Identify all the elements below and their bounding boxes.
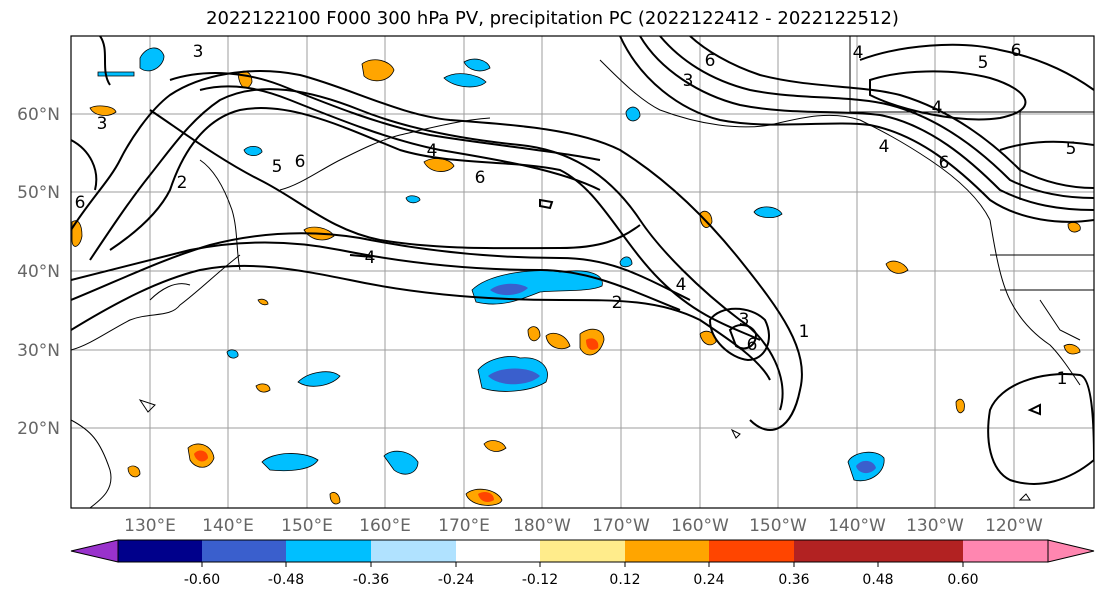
colorbar-tick-label: -0.12	[522, 572, 558, 588]
contour-label: 1	[799, 322, 810, 342]
colorbar-segment	[286, 540, 371, 562]
contour-label: 3	[683, 71, 694, 91]
colorbar-ticks	[201, 562, 964, 567]
lat-label: 20°N	[17, 419, 60, 439]
contour-label: 4	[879, 137, 890, 157]
contour-label: 6	[747, 335, 758, 355]
colorbar-segment	[202, 540, 286, 562]
lon-label: 150°E	[281, 516, 333, 536]
lon-label: 170°W	[592, 516, 650, 536]
colorbar: -0.60 -0.48 -0.36 -0.24 -0.12 0.12 0.24 …	[70, 539, 1095, 588]
colorbar-segment	[878, 540, 963, 562]
lon-label: 150°W	[749, 516, 807, 536]
colorbar-tick-label: -0.48	[268, 572, 304, 588]
contour-label: 3	[739, 310, 750, 330]
colorbar-segment	[963, 540, 1048, 562]
lat-label: 60°N	[17, 105, 60, 125]
contour-labels: 3 3 5 6 2 6 4 6 4 2 4 3 6 1 3 6 4 5 4 6 …	[75, 41, 1077, 389]
colorbar-tick-label: -0.36	[353, 572, 389, 588]
contour-label: 6	[295, 152, 306, 172]
contour-label: 3	[193, 42, 204, 62]
contour-label: 4	[365, 248, 376, 268]
colorbar-tick-label: -0.60	[184, 572, 220, 588]
contour-label: 5	[1066, 139, 1077, 159]
map-frame	[70, 35, 1095, 509]
lat-label: 30°N	[17, 341, 60, 361]
contour-label: 3	[97, 114, 108, 134]
contour-label: 6	[475, 168, 486, 188]
colorbar-segment	[456, 540, 540, 562]
contour-label: 6	[939, 153, 950, 173]
colorbar-segment	[371, 540, 456, 562]
latitude-labels: 60°N 50°N 40°N 30°N 20°N	[17, 105, 60, 439]
contour-label: 4	[427, 141, 438, 161]
colorbar-segment	[118, 540, 202, 562]
contour-label: 4	[676, 275, 687, 295]
lon-label: 140°E	[202, 516, 254, 536]
precipitation-shading	[71, 47, 1081, 506]
lat-label: 40°N	[17, 262, 60, 282]
gridlines	[71, 36, 1094, 508]
colorbar-extend-left	[70, 539, 119, 563]
contour-label: 5	[272, 157, 283, 177]
contour-label: 6	[705, 51, 716, 71]
lat-label: 50°N	[17, 183, 60, 203]
colorbar-tick-label: 0.12	[609, 572, 640, 588]
colorbar-tick-label: 0.60	[947, 572, 978, 588]
contour-label: 4	[932, 98, 943, 118]
colorbar-tick-label: 0.24	[693, 572, 724, 588]
contour-label: 6	[1011, 41, 1022, 61]
lon-label: 130°W	[906, 516, 964, 536]
map-title: 2022122100 F000 300 hPa PV, precipitatio…	[206, 8, 899, 29]
colorbar-segment	[709, 540, 794, 562]
contour-label: 1	[1057, 369, 1068, 389]
coastlines	[71, 36, 1094, 508]
contour-label: 2	[177, 173, 188, 193]
colorbar-tick-label: 0.48	[862, 572, 893, 588]
contour-label: 5	[978, 53, 989, 73]
lon-label: 140°W	[828, 516, 886, 536]
colorbar-extend-right	[1047, 539, 1095, 563]
longitude-labels: 130°E 140°E 150°E 160°E 170°E 180°W 170°…	[124, 516, 1043, 536]
colorbar-tick-label: -0.24	[438, 572, 474, 588]
colorbar-segment	[540, 540, 625, 562]
colorbar-segment	[625, 540, 709, 562]
contour-label: 4	[853, 43, 864, 63]
lon-label: 180°W	[513, 516, 571, 536]
lon-label: 120°W	[985, 516, 1043, 536]
colorbar-tick-label: 0.36	[778, 572, 809, 588]
lon-label: 160°W	[671, 516, 729, 536]
lon-label: 130°E	[124, 516, 176, 536]
colorbar-segment	[794, 540, 878, 562]
contour-label: 2	[612, 293, 623, 313]
lon-label: 160°E	[359, 516, 411, 536]
colorbar-frame	[117, 539, 1049, 563]
lon-label: 170°E	[438, 516, 490, 536]
contour-label: 6	[75, 193, 86, 213]
